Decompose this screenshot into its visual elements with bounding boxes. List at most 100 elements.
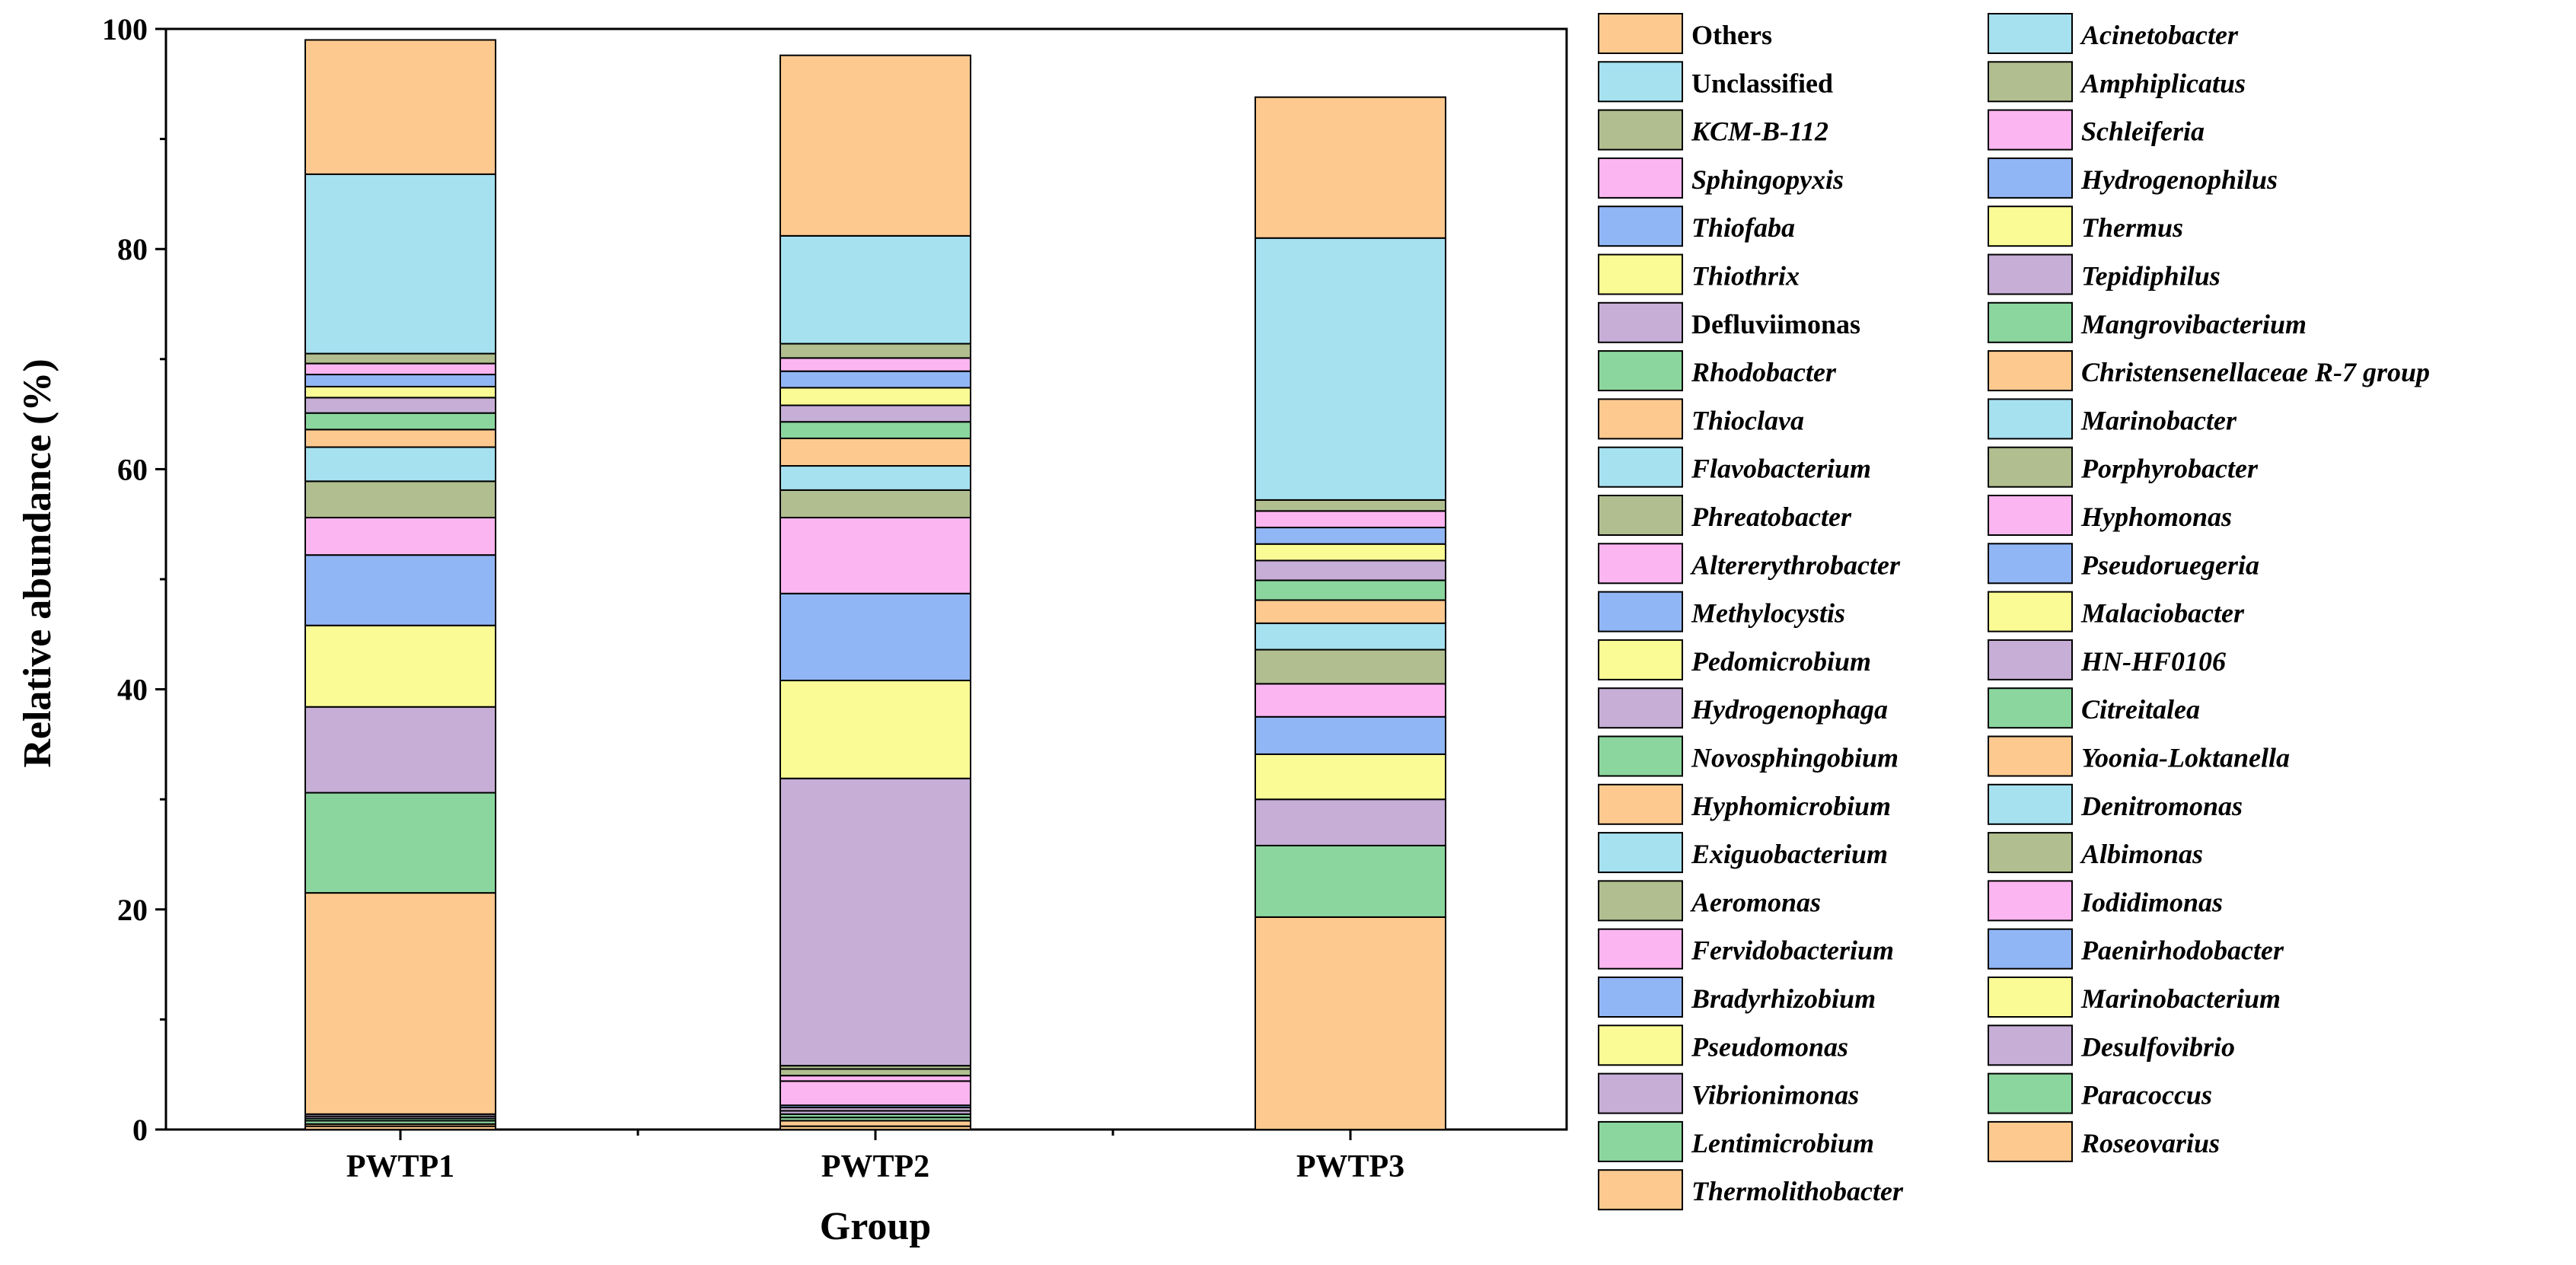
legend-label: Thermus (2081, 212, 2183, 243)
bar-segment (779, 370, 971, 389)
legend-label: Fervidobacterium (1691, 935, 1894, 966)
bar-segment (779, 357, 971, 372)
bar-segment (779, 437, 971, 467)
y-tick-label: 80 (117, 232, 148, 266)
legend-swatch (1988, 350, 2073, 392)
bar-segment (304, 554, 496, 626)
bar-segment (1255, 622, 1446, 651)
legend-label: Roseovarius (2080, 1128, 2220, 1158)
legend-label: Christensenellaceae R-7 group (2081, 357, 2430, 387)
bar-segment (304, 480, 496, 519)
bar-segment (304, 39, 496, 175)
x-category-label: PWTP2 (821, 1149, 929, 1184)
bar-segment (304, 362, 496, 376)
legend-swatch (1988, 495, 2073, 536)
legend-label: Paenirhodobacter (2080, 935, 2284, 966)
bar-segment (1255, 579, 1446, 601)
legend-label: Thiofaba (1691, 212, 1795, 243)
bar-segment (1255, 753, 1446, 801)
legend-swatch (1988, 1120, 2073, 1162)
bar-segment (779, 489, 971, 519)
bar-segment (1255, 559, 1446, 582)
legend-label: Thioclava (1691, 405, 1804, 435)
bar-segment (779, 1068, 971, 1077)
legend-swatch (1598, 446, 1683, 488)
legend-swatch (1598, 639, 1683, 680)
bar-segment (304, 892, 496, 1115)
legend-swatch (1598, 880, 1683, 922)
legend-swatch (1988, 687, 2073, 729)
legend-swatch (1598, 543, 1683, 585)
bar-segment (1255, 543, 1446, 562)
legend-swatch (1988, 446, 2073, 488)
legend-label: Schleiferia (2081, 116, 2205, 147)
bar-segment (779, 777, 971, 1067)
bar-segment (779, 404, 971, 423)
bar-segment (304, 517, 496, 556)
bar-segment (304, 397, 496, 414)
legend-label: Flavobacterium (1691, 454, 1871, 484)
legend-swatch (1598, 1072, 1683, 1114)
legend-swatch (1988, 783, 2073, 825)
bar-segment (779, 1075, 971, 1082)
legend-label: HN-HF0106 (2080, 646, 2226, 677)
legend-label: Acinetobacter (2080, 20, 2239, 50)
legend-label: Iodidimonas (2080, 887, 2223, 917)
legend-label: Marinobacterium (2080, 983, 2281, 1014)
bar-segment (304, 624, 496, 708)
bar-segment (1255, 96, 1446, 239)
x-category-label: PWTP3 (1296, 1149, 1404, 1184)
bar-segment (1255, 715, 1446, 755)
y-axis-title: Relative abundance (%) (16, 358, 59, 767)
legend-label: Phreatobacter (1691, 502, 1852, 532)
legend-label: Pseudoruegeria (2080, 550, 2259, 580)
legend-swatch (1598, 977, 1683, 1018)
legend-swatch (1988, 1024, 2073, 1066)
x-category-label: PWTP1 (346, 1149, 454, 1184)
bar-segment (1255, 916, 1446, 1130)
legend-swatch (1598, 1169, 1683, 1211)
bar-segment (1255, 683, 1446, 718)
bar-segment (1255, 648, 1446, 685)
legend-label: Thermolithobacter (1691, 1176, 1904, 1206)
legend-label: Citreitalea (2081, 694, 2200, 725)
legend-swatch (1598, 157, 1683, 199)
bar-segment (779, 234, 971, 345)
bar-segment (1255, 510, 1446, 529)
bar-segment (779, 1120, 971, 1127)
bar-segment (1255, 237, 1446, 501)
legend-label: Hydrogenophaga (1691, 694, 1888, 725)
legend-swatch (1988, 639, 2073, 680)
legend-label: Methylocystis (1691, 598, 1845, 629)
bar-segment (779, 54, 971, 237)
legend-swatch (1598, 398, 1683, 440)
bar-segment (304, 385, 496, 399)
legend-swatch (1988, 253, 2073, 295)
bar-segment (1255, 599, 1446, 624)
bar-segment (779, 387, 971, 406)
legend-label: Thiothrix (1691, 261, 1800, 292)
legend-swatch (1988, 206, 2073, 247)
legend-swatch (1598, 1120, 1683, 1162)
bar-segment (779, 680, 971, 779)
legend-swatch (1988, 61, 2073, 103)
legend-swatch (1988, 880, 2073, 922)
legend-swatch (1598, 206, 1683, 247)
bar-segment (1255, 527, 1446, 545)
bar-segment (304, 429, 496, 448)
legend-swatch (1988, 832, 2073, 874)
legend-label: Vibrionimonas (1691, 1080, 1859, 1110)
legend-label: Porphyrobacter (2080, 454, 2259, 484)
legend-label: Albimonas (2080, 839, 2203, 869)
legend-label: Exiguobacterium (1691, 839, 1888, 869)
legend-label: Desulfovibrio (2080, 1031, 2235, 1062)
legend-swatch (1988, 109, 2073, 151)
bar-segment (779, 421, 971, 439)
bar-segment (1255, 499, 1446, 512)
y-tick-label: 100 (102, 12, 148, 46)
legend-swatch (1988, 928, 2073, 970)
legend-swatch (1598, 301, 1683, 343)
bars-group (304, 39, 1446, 1130)
y-tick-label: 0 (132, 1113, 148, 1147)
tick-labels: 0 20 40 60 80 100 PWTP1 PWTP2 PWTP3 (102, 12, 1404, 1184)
